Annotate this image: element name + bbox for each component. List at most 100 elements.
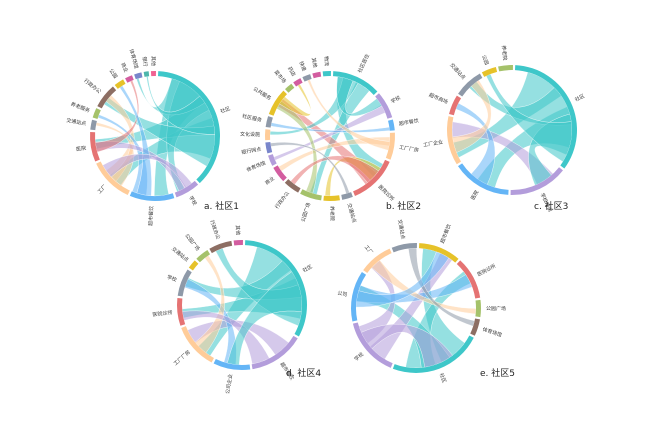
- group-arc-p5-5: [352, 322, 393, 368]
- group-label-p2-17: 快递: [297, 60, 307, 72]
- group-arc-p3-6: [481, 67, 498, 77]
- group-arc-p2-1: [375, 93, 393, 119]
- group-arc-p2-11: [265, 142, 273, 154]
- group-label-p2-1: 学校: [390, 94, 402, 105]
- group-label-p4-6: 交通站点: [170, 245, 190, 263]
- group-arc-p4-1: [251, 335, 298, 370]
- group-label-p3-3: 工厂企业: [423, 138, 444, 148]
- group-arc-p5-2: [475, 299, 481, 318]
- group-arc-p2-3: [385, 132, 395, 160]
- group-label-p2-18: 其他: [310, 57, 319, 68]
- group-arc-p1-1: [174, 180, 199, 198]
- group-arc-p3-0: [514, 65, 577, 169]
- group-label-p4-0: 社区: [301, 263, 313, 274]
- group-arc-p4-2: [213, 358, 251, 370]
- group-arc-p2-13: [265, 116, 273, 128]
- panel-caption-p1: a. 社区1: [204, 200, 239, 212]
- group-label-p3-6: 公园: [480, 54, 489, 66]
- group-label-p2-10: 体育场馆: [245, 159, 266, 173]
- group-arc-p5-0: [418, 243, 459, 263]
- group-label-p2-16: 药店: [286, 65, 297, 77]
- group-label-p5-5: 学校: [353, 351, 365, 363]
- group-label-p4-2: 公司企业: [224, 374, 234, 395]
- group-arc-p2-2: [388, 119, 395, 131]
- group-label-p3-2: 医院: [469, 189, 480, 201]
- group-label-p2-5: 交通站点: [346, 202, 358, 223]
- group-label-p4-9: 其他: [234, 225, 242, 235]
- group-arc-p1-6: [92, 108, 101, 119]
- group-arc-p2-16: [293, 78, 303, 87]
- group-arc-p1-12: [150, 70, 156, 77]
- chord-p4-8: [226, 271, 303, 366]
- group-label-p1-0: 社区: [219, 105, 231, 115]
- group-label-p2-15: 菜市场: [273, 69, 288, 85]
- group-arc-p1-0: [157, 71, 220, 184]
- chord-p3-5: [455, 102, 496, 185]
- group-arc-p2-14: [268, 90, 287, 116]
- group-label-p1-6: 养老服务: [70, 101, 91, 115]
- group-arc-p1-10: [134, 72, 143, 80]
- group-label-p5-7: 工厂: [363, 244, 374, 256]
- group-arc-p4-3: [181, 326, 214, 363]
- group-label-p1-4: 医院: [76, 144, 87, 153]
- group-label-p4-7: 公园广场: [183, 232, 201, 252]
- group-label-p2-19: 物流: [323, 56, 330, 66]
- group-label-p5-1: 医院诊所: [476, 262, 497, 278]
- group-label-p3-0: 社区: [574, 93, 586, 104]
- group-arc-p1-7: [97, 86, 117, 109]
- group-label-p5-2: 公园广场: [486, 305, 506, 312]
- group-arc-p4-4: [177, 297, 186, 326]
- group-label-p2-13: 社区服务: [241, 112, 262, 123]
- group-arc-p3-4: [449, 95, 462, 116]
- group-arc-p3-7: [498, 65, 513, 72]
- group-label-p1-3: 工厂: [97, 184, 108, 195]
- group-arc-p5-8: [391, 243, 417, 253]
- group-label-p2-4: 医院诊所: [377, 183, 396, 202]
- group-arc-p1-3: [96, 161, 130, 196]
- group-label-p1-7: 行政办公: [82, 77, 102, 95]
- group-arc-p1-4: [90, 131, 100, 162]
- group-label-p5-3: 体育场馆: [482, 326, 503, 339]
- group-arc-p3-1: [510, 167, 563, 195]
- panel-caption-p3: c. 社区3: [534, 200, 568, 212]
- group-arc-p4-0: [244, 240, 307, 337]
- group-label-p5-8: 交通站点: [396, 219, 407, 240]
- group-arc-p2-18: [312, 71, 322, 79]
- group-label-p4-5: 学校: [166, 274, 178, 284]
- group-arc-p2-10: [268, 154, 277, 166]
- group-label-p2-9: 商业: [264, 175, 276, 187]
- group-label-p1-10: 体育场馆: [128, 48, 140, 69]
- group-arc-p3-3: [447, 116, 462, 165]
- group-arc-p4-6: [188, 260, 199, 271]
- group-label-p2-7: 公园广场: [299, 202, 312, 223]
- group-label-p5-6: 公司: [337, 290, 348, 298]
- group-label-p2-6: 养老院: [328, 206, 335, 221]
- group-arc-p2-7: [300, 189, 322, 201]
- group-label-p1-8: 公园: [107, 68, 118, 80]
- group-arc-p3-2: [457, 163, 509, 195]
- group-label-p1-11: 银行: [141, 56, 149, 67]
- group-arc-p2-6: [323, 195, 340, 202]
- group-label-p1-12: 其他: [150, 56, 157, 66]
- group-label-p2-14: 公共服务: [252, 85, 273, 102]
- group-label-p2-3: 工厂厂房: [399, 144, 420, 154]
- group-arc-p2-19: [322, 71, 331, 77]
- group-label-p2-8: 行政办公: [273, 190, 291, 210]
- group-label-p2-12: 文化设施: [240, 131, 260, 138]
- group-label-p3-5: 交通站点: [448, 62, 467, 81]
- group-label-p1-2: 超市餐饮: [147, 206, 155, 226]
- group-label-p2-0: 社区居住: [356, 53, 371, 74]
- group-arc-p2-12: [265, 129, 271, 141]
- chord-p3-7: [485, 73, 573, 163]
- group-arc-p2-5: [341, 192, 353, 200]
- group-label-p5-0: 超市餐饮: [439, 223, 453, 244]
- group-arc-p5-1: [456, 260, 481, 299]
- chord-p4-6: [194, 255, 225, 354]
- group-arc-p2-15: [285, 83, 295, 93]
- group-label-p2-2: 超市餐饮: [398, 117, 419, 127]
- group-arc-p4-7: [196, 249, 211, 263]
